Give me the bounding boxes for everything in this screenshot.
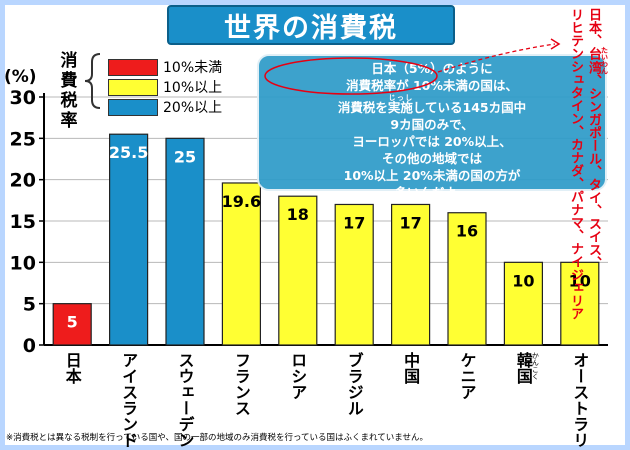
legend-swatch-red	[108, 58, 158, 76]
bar-value-label: 16	[456, 222, 478, 241]
side-note-line: リヒテンシュタイン、カナダ、パナマ、ナイジェリア	[568, 8, 583, 320]
ruby-word: 実施じっし	[387, 94, 413, 115]
bar-value-label: 19.6	[222, 192, 261, 211]
y-tick-label: 30	[10, 87, 36, 109]
note-line: 消費税率が 10%未満の国は、	[346, 78, 518, 93]
legend-heading: 消費税率	[60, 51, 78, 131]
bar-value-label: 17	[399, 213, 421, 232]
y-tick-label: 5	[23, 294, 36, 316]
x-category-label: 韓国	[514, 351, 533, 385]
y-tick-label: 0	[23, 335, 36, 357]
bar	[334, 203, 374, 346]
x-category-label: スウェーデン	[176, 352, 195, 448]
legend-item-20-plus: 20%以上	[108, 97, 222, 117]
y-tick-label: 20	[10, 170, 36, 192]
legend-label: 10%未満	[163, 60, 223, 76]
x-category-label: ロシア	[288, 352, 307, 400]
bar	[165, 137, 205, 346]
bar	[447, 212, 487, 346]
note-callout: 日本（5%）のように消費税率が 10%未満の国は、 消費税を実施じっししている14…	[257, 54, 607, 200]
y-tick-label: 10	[10, 252, 36, 274]
side-note: 日本、台湾 たいわん、シンガポール、タイ、スイス、 リヒテンシュタイン、カナダ、パナ…	[566, 8, 609, 320]
bar	[391, 203, 431, 346]
note-line: 日本（5%）のように	[371, 61, 493, 76]
note-line: その他の地域では	[381, 151, 482, 166]
x-category-label: オーストラリア	[570, 352, 589, 450]
legend-brace-icon	[84, 53, 101, 109]
legend-label: 20%以上	[163, 100, 223, 116]
x-category-label: アイスランド	[119, 352, 138, 448]
bar	[278, 195, 318, 346]
ruby-reading: たいわん	[600, 46, 609, 75]
ruby-word: 台湾 たいわん	[586, 46, 609, 75]
x-category-label: ケニア	[458, 352, 477, 400]
legend-item-10-plus: 10%以上	[108, 77, 222, 97]
x-category-label: ブラジル	[345, 351, 364, 416]
legend-swatch-yellow	[108, 78, 158, 96]
bar-value-label: 10	[512, 271, 534, 290]
y-tick-label: 15	[10, 211, 36, 233]
note-line: 消費税を実施じっししている145カ国中	[337, 94, 527, 115]
note-line: 10%以上 20%未満の国の方が	[343, 168, 521, 183]
legend-swatch-blue	[108, 98, 158, 116]
bar	[108, 133, 149, 346]
bar-value-label: 5	[67, 313, 78, 332]
bar-value-label: 18	[287, 205, 309, 224]
footnote: ※消費税とは異なる税制を行っている国や、国の一部の地域のみ消費税を行っている国は…	[6, 433, 429, 443]
y-tick-label: 25	[10, 128, 36, 150]
label-layer: 0 5 10 15 20 25 30 5 日本 25.5 アイスランド 25 スウェーデン 19.6 フラン…	[10, 87, 591, 450]
chart-title: 世界の消費税	[167, 5, 455, 45]
legend-item-under-10: 10%未満	[108, 57, 222, 77]
bar	[503, 261, 543, 346]
x-category-label: フランス	[232, 352, 251, 416]
bar	[52, 303, 92, 346]
note-line: 9カ国のみで、	[390, 117, 474, 132]
note-line: ヨーロッパでは 20%以上、	[352, 134, 512, 149]
bar-value-label: 25.5	[109, 143, 148, 162]
note-line: 多いんだよ。	[394, 185, 470, 200]
ruby-reading: じっし	[387, 94, 413, 102]
y-axis-unit: (%)	[4, 67, 37, 87]
bar	[560, 261, 600, 346]
bar	[221, 182, 261, 346]
side-note-line: 日本、台湾 たいわん、シンガポール、タイ、スイス、	[586, 8, 609, 269]
category-ruby-reading: かんこく	[531, 352, 539, 380]
legend-label: 10%以上	[163, 80, 223, 96]
x-category-label: 中国	[401, 351, 420, 385]
bar-layer	[52, 133, 600, 346]
bar-value-label: 17	[343, 213, 365, 232]
bar-value-label: 10	[569, 271, 591, 290]
bar-value-label: 25	[174, 147, 196, 166]
x-category-label: 日本	[63, 352, 82, 385]
